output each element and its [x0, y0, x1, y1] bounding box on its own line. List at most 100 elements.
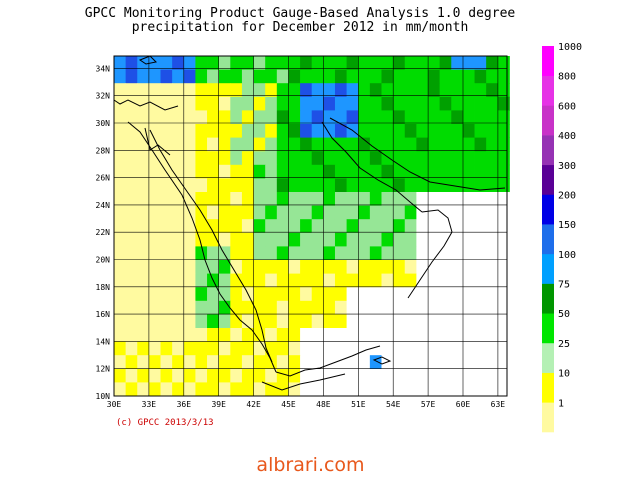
grid-cell: [346, 219, 359, 234]
grid-cell: [125, 137, 138, 152]
grid-cell: [404, 192, 417, 206]
legend-swatch: [542, 75, 554, 106]
grid-cell: [265, 178, 278, 193]
grid-cell: [311, 328, 324, 342]
grid-cell: [428, 137, 441, 152]
grid-cell: [265, 232, 278, 247]
grid-cell: [346, 355, 359, 370]
grid-cell: [474, 164, 487, 179]
grid-cell: [288, 69, 301, 84]
grid-cell: [265, 69, 278, 84]
grid-cell: [451, 368, 464, 383]
island-cyprus: [138, 55, 158, 65]
grid-cell: [334, 96, 347, 111]
legend-swatch: [542, 105, 554, 136]
grid-cell: [393, 219, 406, 234]
grid-cell: [241, 382, 254, 397]
grid-cell: [207, 341, 220, 356]
legend-label: 100: [558, 250, 576, 261]
grid-cell: [334, 232, 347, 247]
grid-cell: [462, 56, 475, 70]
grid-cell: [416, 287, 429, 302]
latitude-label: 20N: [96, 256, 111, 265]
grid-cell: [300, 314, 313, 329]
grid-cell: [137, 232, 150, 247]
coastline-persian-gulf-east: [329, 117, 506, 191]
grid-cell: [346, 69, 359, 84]
grid-cell: [195, 178, 208, 193]
longitude-label: 45E: [281, 400, 296, 409]
grid-cell: [172, 232, 185, 247]
grid-cell: [241, 178, 254, 193]
grid-cell: [416, 314, 429, 329]
grid-cell: [497, 192, 510, 206]
grid-cell: [474, 110, 487, 125]
longitude-label: 60E: [456, 400, 471, 409]
grid-cell: [172, 341, 185, 356]
grid-cell: [241, 96, 254, 111]
grid-cell: [125, 382, 138, 397]
grid-cell: [183, 260, 196, 274]
grid-cell: [137, 328, 150, 342]
grid-cell: [497, 260, 510, 274]
grid-cell: [439, 368, 452, 383]
grid-cell: [265, 205, 278, 220]
grid-cell: [172, 273, 185, 288]
grid-cell: [451, 219, 464, 234]
grid-cell: [462, 83, 475, 98]
longitude-label: 33E: [142, 400, 157, 409]
grid-cell: [148, 355, 161, 370]
grid-cell: [393, 151, 406, 166]
grid-cell: [393, 260, 406, 274]
grid-cell: [486, 328, 499, 342]
grid-cell: [276, 314, 289, 329]
grid-cell: [218, 178, 231, 193]
grid-cell: [114, 83, 127, 98]
grid-cell: [334, 300, 347, 315]
grid-cell: [300, 246, 313, 261]
grid-cell: [369, 192, 382, 206]
longitude-label: 39E: [211, 400, 226, 409]
grid-cell: [137, 83, 150, 98]
legend-swatch: [542, 224, 554, 255]
title-line-1: GPCC Monitoring Product Gauge-Based Anal…: [84, 6, 516, 21]
grid-cell: [195, 260, 208, 274]
grid-cell: [172, 328, 185, 342]
grid-cell: [393, 192, 406, 206]
grid-cell: [334, 219, 347, 234]
grid-cell: [416, 205, 429, 220]
grid-cell: [428, 192, 441, 206]
grid-cell: [381, 83, 394, 98]
grid-cell: [300, 56, 313, 70]
grid-cell: [323, 314, 336, 329]
grid-cell: [265, 83, 278, 98]
legend-label: 25: [558, 339, 570, 350]
grid-cell: [172, 382, 185, 397]
legend-swatch: [542, 194, 554, 225]
grid-cell: [218, 219, 231, 234]
grid-cell: [114, 368, 127, 383]
grid-cell: [137, 314, 150, 329]
grid-cell: [288, 355, 301, 370]
grid-cell: [346, 96, 359, 111]
grid-cell: [230, 83, 243, 98]
grid-cell: [253, 192, 266, 206]
grid-cell: [439, 341, 452, 356]
grid-cell: [183, 56, 196, 70]
grid-cell: [451, 83, 464, 98]
grid-cell: [346, 300, 359, 315]
latitude-label: 24N: [96, 201, 111, 210]
grid-cell: [160, 328, 173, 342]
grid-cell: [230, 273, 243, 288]
grid-cell: [334, 314, 347, 329]
grid-cell: [253, 246, 266, 261]
grid-cell: [439, 56, 452, 70]
grid-cell: [346, 341, 359, 356]
grid-cell: [393, 205, 406, 220]
grid-cell: [404, 96, 417, 111]
grid-cell: [265, 164, 278, 179]
grid-cell: [393, 69, 406, 84]
grid-cell: [207, 96, 220, 111]
grid-cell: [474, 83, 487, 98]
grid-cell: [486, 232, 499, 247]
